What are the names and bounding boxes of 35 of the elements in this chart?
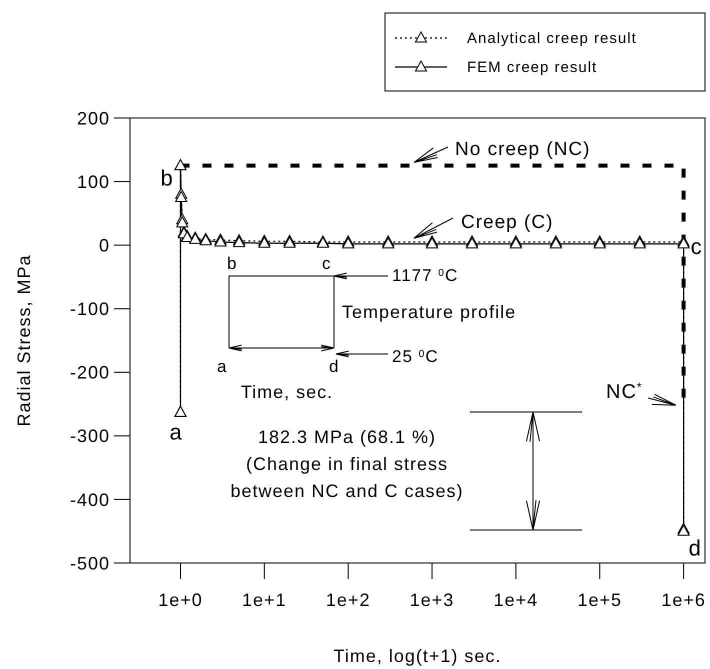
annotation: 1177 $^{0}$C xyxy=(392,266,458,285)
x-tick-label: 1e+6 xyxy=(661,590,706,610)
y-tick-label: -300 xyxy=(70,426,110,446)
y-axis-title: Radial Stress, MPa xyxy=(14,254,34,427)
x-tick-label: 1e+1 xyxy=(242,590,287,610)
annotation: d xyxy=(688,535,702,560)
annotation: 25 $^{0}$C xyxy=(392,347,439,366)
legend-label: Analytical creep result xyxy=(467,30,637,47)
legend-label: FEM creep result xyxy=(467,59,598,76)
y-tick-label: -400 xyxy=(70,490,110,510)
y-tick-label: -200 xyxy=(70,362,110,383)
x-tick-label: 1e+2 xyxy=(326,590,370,610)
annotation: b xyxy=(227,254,238,273)
annotation: Temperature profile xyxy=(342,302,516,322)
y-tick-label: -100 xyxy=(70,299,110,320)
y-tick-label: -500 xyxy=(70,553,110,574)
annotation: c xyxy=(690,234,703,259)
annotation: a xyxy=(169,419,183,444)
annotation: c xyxy=(322,254,332,273)
annotation: No creep (NC) xyxy=(455,139,590,160)
x-tick-label: 1e+4 xyxy=(494,590,538,610)
x-tick-label: 1e+3 xyxy=(410,590,454,610)
annotation: NC$^{*}$ xyxy=(606,380,643,403)
y-tick-label: 0 xyxy=(98,236,110,256)
y-tick-label: 100 xyxy=(76,172,110,192)
x-tick-label: 1e+0 xyxy=(158,590,203,610)
annotation: 182.3 MPa (68.1 %) (Change in final stress between NC and C cases) xyxy=(230,427,464,501)
annotation: a xyxy=(217,357,228,376)
x-axis-title: Time, log(t+1) sec. xyxy=(334,646,502,666)
annotation: d xyxy=(329,357,340,376)
annotation: Creep (C) xyxy=(461,212,554,233)
x-tick-label: 1e+5 xyxy=(577,590,622,610)
annotation: Time, sec. xyxy=(240,382,334,402)
annotation: b xyxy=(160,166,174,191)
y-tick-label: 200 xyxy=(76,108,110,128)
